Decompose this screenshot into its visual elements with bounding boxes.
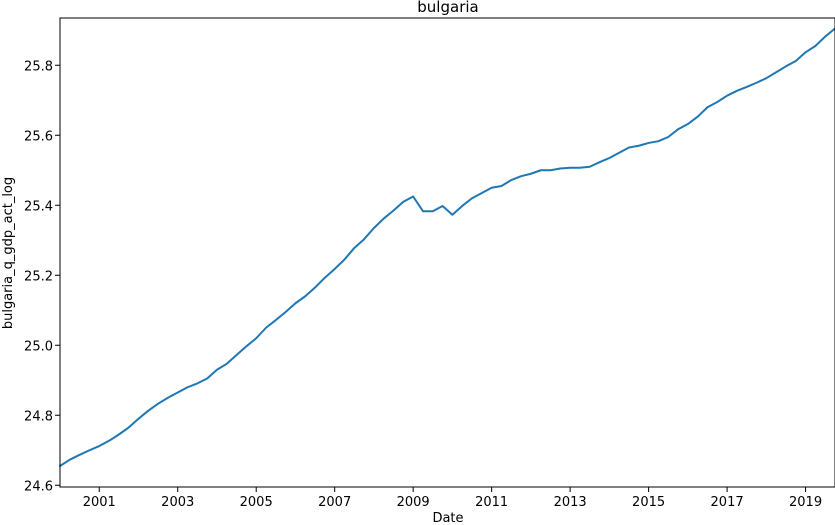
x-tick-label: 2007	[318, 495, 351, 510]
x-axis-title: Date	[432, 511, 463, 525]
series-line	[59, 27, 835, 467]
y-tick-label: 24.8	[24, 409, 53, 424]
x-tick-label: 2011	[475, 495, 508, 510]
y-tick-label: 25.0	[24, 339, 53, 354]
x-tick-label: 2001	[83, 495, 116, 510]
x-tick-label: 2013	[554, 495, 587, 510]
x-tick-label: 2009	[397, 495, 430, 510]
y-tick-label: 25.2	[24, 269, 53, 284]
x-tick-label: 2015	[632, 495, 665, 510]
y-tick-label: 25.4	[24, 199, 53, 214]
y-tick-label: 25.8	[24, 59, 53, 74]
x-tick-label: 2003	[161, 495, 194, 510]
y-axis-title: bulgaria_q_gdp_act_log	[1, 177, 16, 329]
x-tick-label: 2019	[789, 495, 822, 510]
x-axis: 2001 2003 2005 2007 2009 2011 2013 2015 2017 2019	[83, 487, 822, 510]
plot-frame	[59, 17, 835, 488]
x-tick-label: 2005	[240, 495, 273, 510]
y-axis: 24.6 24.8 25.0 25.2 25.4 25.6 25.8	[24, 59, 60, 494]
x-tick-label: 2017	[711, 495, 744, 510]
chart-title: bulgaria	[417, 0, 478, 16]
y-tick-label: 24.6	[24, 479, 53, 494]
y-tick-label: 25.6	[24, 129, 53, 144]
